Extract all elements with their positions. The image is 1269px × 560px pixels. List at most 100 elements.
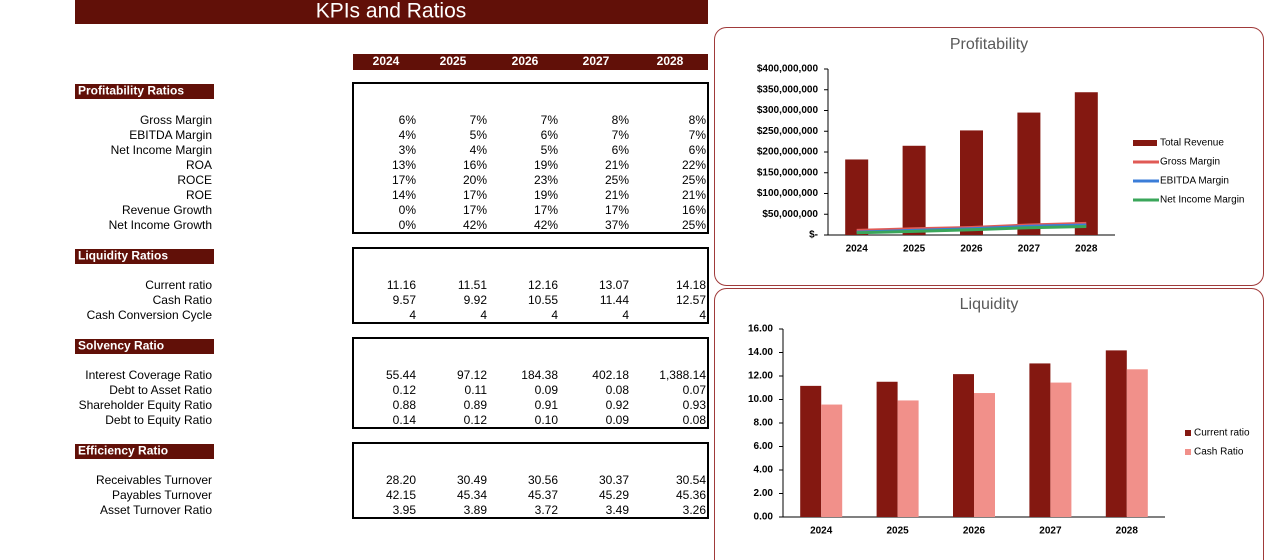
cell-value: 14.18 — [676, 278, 706, 292]
cell-value: 42.15 — [386, 488, 416, 502]
cell-value: 42% — [463, 218, 487, 232]
y-tick-label: $100,000,000 — [757, 188, 819, 199]
cell-value: 30.49 — [457, 473, 487, 487]
x-tick-label: 2026 — [963, 526, 986, 537]
section-title: Solvency Ratio — [78, 339, 164, 353]
cell-value: 0.08 — [683, 413, 707, 427]
bar — [1017, 112, 1041, 235]
section-box — [352, 82, 709, 234]
cell-value: 30.54 — [676, 473, 706, 487]
cell-value: 402.18 — [592, 368, 629, 382]
cell-value: 4 — [480, 308, 487, 322]
cell-value: 42% — [534, 218, 558, 232]
bar — [845, 159, 869, 235]
row-label: Asset Turnover Ratio — [100, 503, 212, 517]
cell-value: 25% — [682, 173, 706, 187]
cell-value: 45.36 — [676, 488, 706, 502]
cell-value: 11.16 — [387, 278, 416, 292]
y-tick-label: $250,000,000 — [757, 126, 819, 137]
cell-value: 13% — [392, 158, 416, 172]
cell-value: 21% — [605, 188, 629, 202]
cell-value: 4 — [622, 308, 629, 322]
cell-value: 13.07 — [599, 278, 629, 292]
section-title: Efficiency Ratio — [78, 444, 168, 458]
cell-value: 0% — [399, 203, 417, 217]
row-label: Cash Conversion Cycle — [87, 308, 213, 322]
cell-value: 11.51 — [458, 278, 487, 292]
cell-value: 8% — [612, 113, 630, 127]
bar — [960, 130, 983, 235]
bar — [821, 404, 843, 517]
chart-title: Liquidity — [960, 296, 1019, 313]
bar — [800, 385, 822, 517]
x-tick-label: 2028 — [1075, 244, 1098, 255]
bar — [1126, 369, 1148, 517]
cell-value: 25% — [605, 173, 629, 187]
cell-value: 7% — [541, 113, 559, 127]
y-tick-label: $350,000,000 — [757, 84, 819, 95]
legend-label: Total Revenue — [1160, 138, 1224, 149]
y-tick-label: $- — [809, 230, 818, 241]
cell-value: 3.72 — [535, 503, 559, 517]
x-tick-label: 2024 — [846, 244, 869, 255]
row-label: Payables Turnover — [112, 488, 212, 502]
y-tick-label: 16.00 — [748, 324, 773, 335]
year-header: 2028 — [657, 54, 684, 68]
bar — [1074, 92, 1098, 236]
sheet-title: KPIs and Ratios — [316, 0, 467, 23]
year-header: 2026 — [512, 54, 539, 68]
section-box — [352, 337, 709, 429]
section-label-bg — [75, 339, 214, 354]
cell-value: 16% — [463, 158, 487, 172]
row-label: Net Income Growth — [109, 218, 212, 232]
section-label-bg — [75, 249, 214, 264]
legend-label: Cash Ratio — [1194, 447, 1244, 458]
row-label: Interest Coverage Ratio — [85, 368, 212, 382]
cell-value: 17% — [534, 203, 558, 217]
row-label: Debt to Asset Ratio — [109, 383, 212, 397]
title-bar — [75, 0, 708, 24]
y-tick-label: $300,000,000 — [757, 105, 819, 116]
row-label: Debt to Equity Ratio — [105, 413, 212, 427]
cell-value: 19% — [534, 188, 558, 202]
x-tick-label: 2025 — [903, 244, 926, 255]
cell-value: 0.07 — [683, 383, 707, 397]
cell-value: 12.57 — [676, 293, 706, 307]
cell-value: 7% — [470, 113, 488, 127]
cell-value: 9.57 — [393, 293, 417, 307]
cell-value: 9.92 — [464, 293, 488, 307]
legend-swatch — [1185, 449, 1191, 455]
cell-value: 0.12 — [464, 413, 488, 427]
x-tick-label: 2026 — [960, 244, 983, 255]
year-header: 2027 — [583, 54, 610, 68]
cell-value: 0.08 — [606, 383, 630, 397]
cell-value: 11.44 — [600, 293, 629, 307]
y-tick-label: $150,000,000 — [757, 167, 819, 178]
cell-value: 17% — [463, 188, 487, 202]
row-label: Net Income Margin — [111, 143, 212, 157]
row-label: Current ratio — [145, 278, 212, 292]
cell-value: 22% — [682, 158, 706, 172]
cell-value: 14% — [392, 188, 416, 202]
y-tick-label: $50,000,000 — [762, 209, 818, 220]
cell-value: 10.55 — [528, 293, 558, 307]
cell-value: 0.89 — [464, 398, 488, 412]
cell-value: 6% — [541, 128, 559, 142]
row-label: EBITDA Margin — [129, 128, 212, 142]
row-label: Cash Ratio — [153, 293, 213, 307]
row-label: Gross Margin — [140, 113, 212, 127]
year-header: 2025 — [440, 54, 467, 68]
cell-value: 6% — [689, 143, 707, 157]
cell-value: 45.29 — [599, 488, 629, 502]
cell-value: 1,388.14 — [659, 368, 706, 382]
year-header-bar — [353, 54, 708, 70]
cell-value: 6% — [612, 143, 630, 157]
row-label: Revenue Growth — [122, 203, 212, 217]
section-box — [352, 247, 709, 324]
cell-value: 0.10 — [535, 413, 559, 427]
cell-value: 184.38 — [521, 368, 558, 382]
cell-value: 45.34 — [457, 488, 487, 502]
x-tick-label: 2025 — [886, 526, 909, 537]
legend-label: Gross Margin — [1160, 157, 1220, 168]
section-box — [352, 442, 709, 519]
